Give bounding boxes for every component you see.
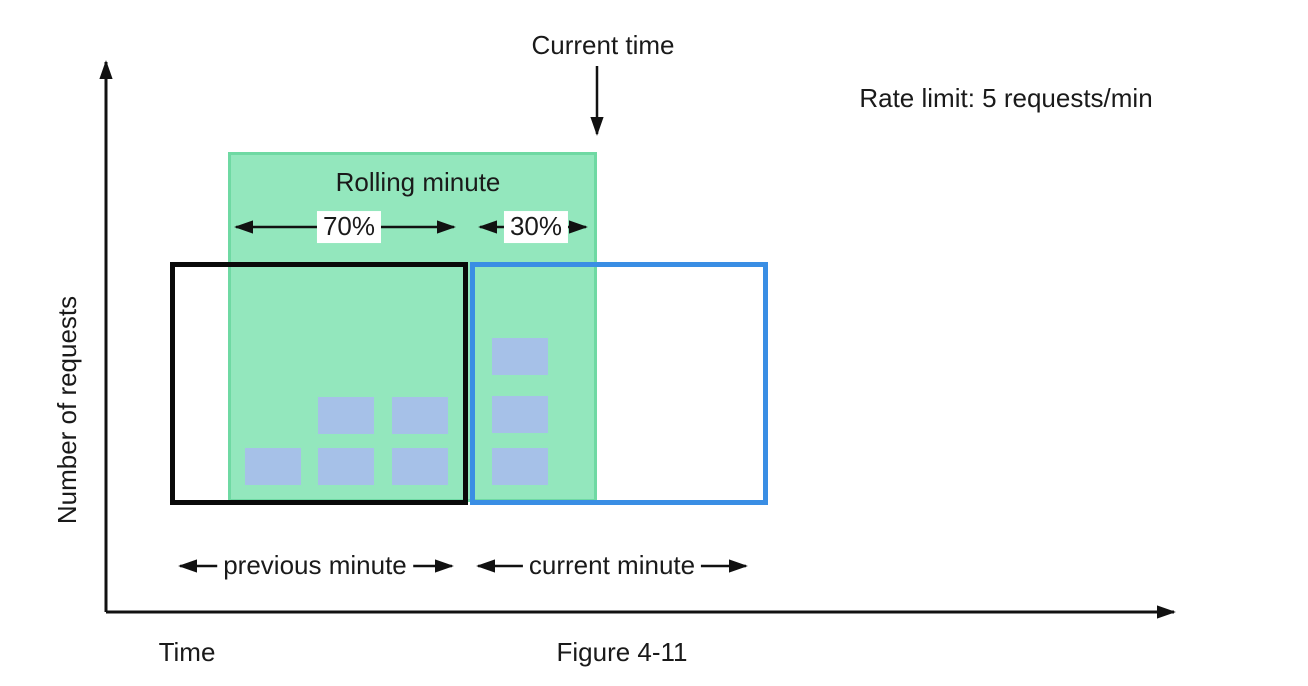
request-block-previous-minute bbox=[318, 397, 374, 434]
rolling-minute-window bbox=[228, 152, 597, 502]
x-axis-label: Time bbox=[158, 637, 216, 668]
request-block-current-minute bbox=[492, 338, 548, 375]
y-axis-label: Number of requests bbox=[52, 295, 83, 525]
request-block-previous-minute bbox=[392, 448, 448, 485]
current-minute-window bbox=[470, 262, 768, 505]
request-block-previous-minute bbox=[245, 448, 301, 485]
request-block-current-minute bbox=[492, 448, 548, 485]
figure-caption: Figure 4-11 bbox=[556, 637, 688, 668]
previous-minute-window bbox=[170, 262, 468, 505]
rolling-minute-label: Rolling minute bbox=[335, 167, 501, 198]
request-block-previous-minute bbox=[392, 397, 448, 434]
previous-window-share-label: 70% bbox=[316, 211, 382, 243]
rate-limit-label: Rate limit: 5 requests/min bbox=[859, 83, 1153, 114]
request-block-current-minute bbox=[492, 396, 548, 433]
current-window-share-label: 30% bbox=[503, 211, 569, 243]
current-time-label: Current time bbox=[531, 30, 675, 61]
current-minute-label: current minute bbox=[522, 550, 702, 582]
request-block-previous-minute bbox=[318, 448, 374, 485]
previous-minute-label: previous minute bbox=[217, 550, 413, 582]
